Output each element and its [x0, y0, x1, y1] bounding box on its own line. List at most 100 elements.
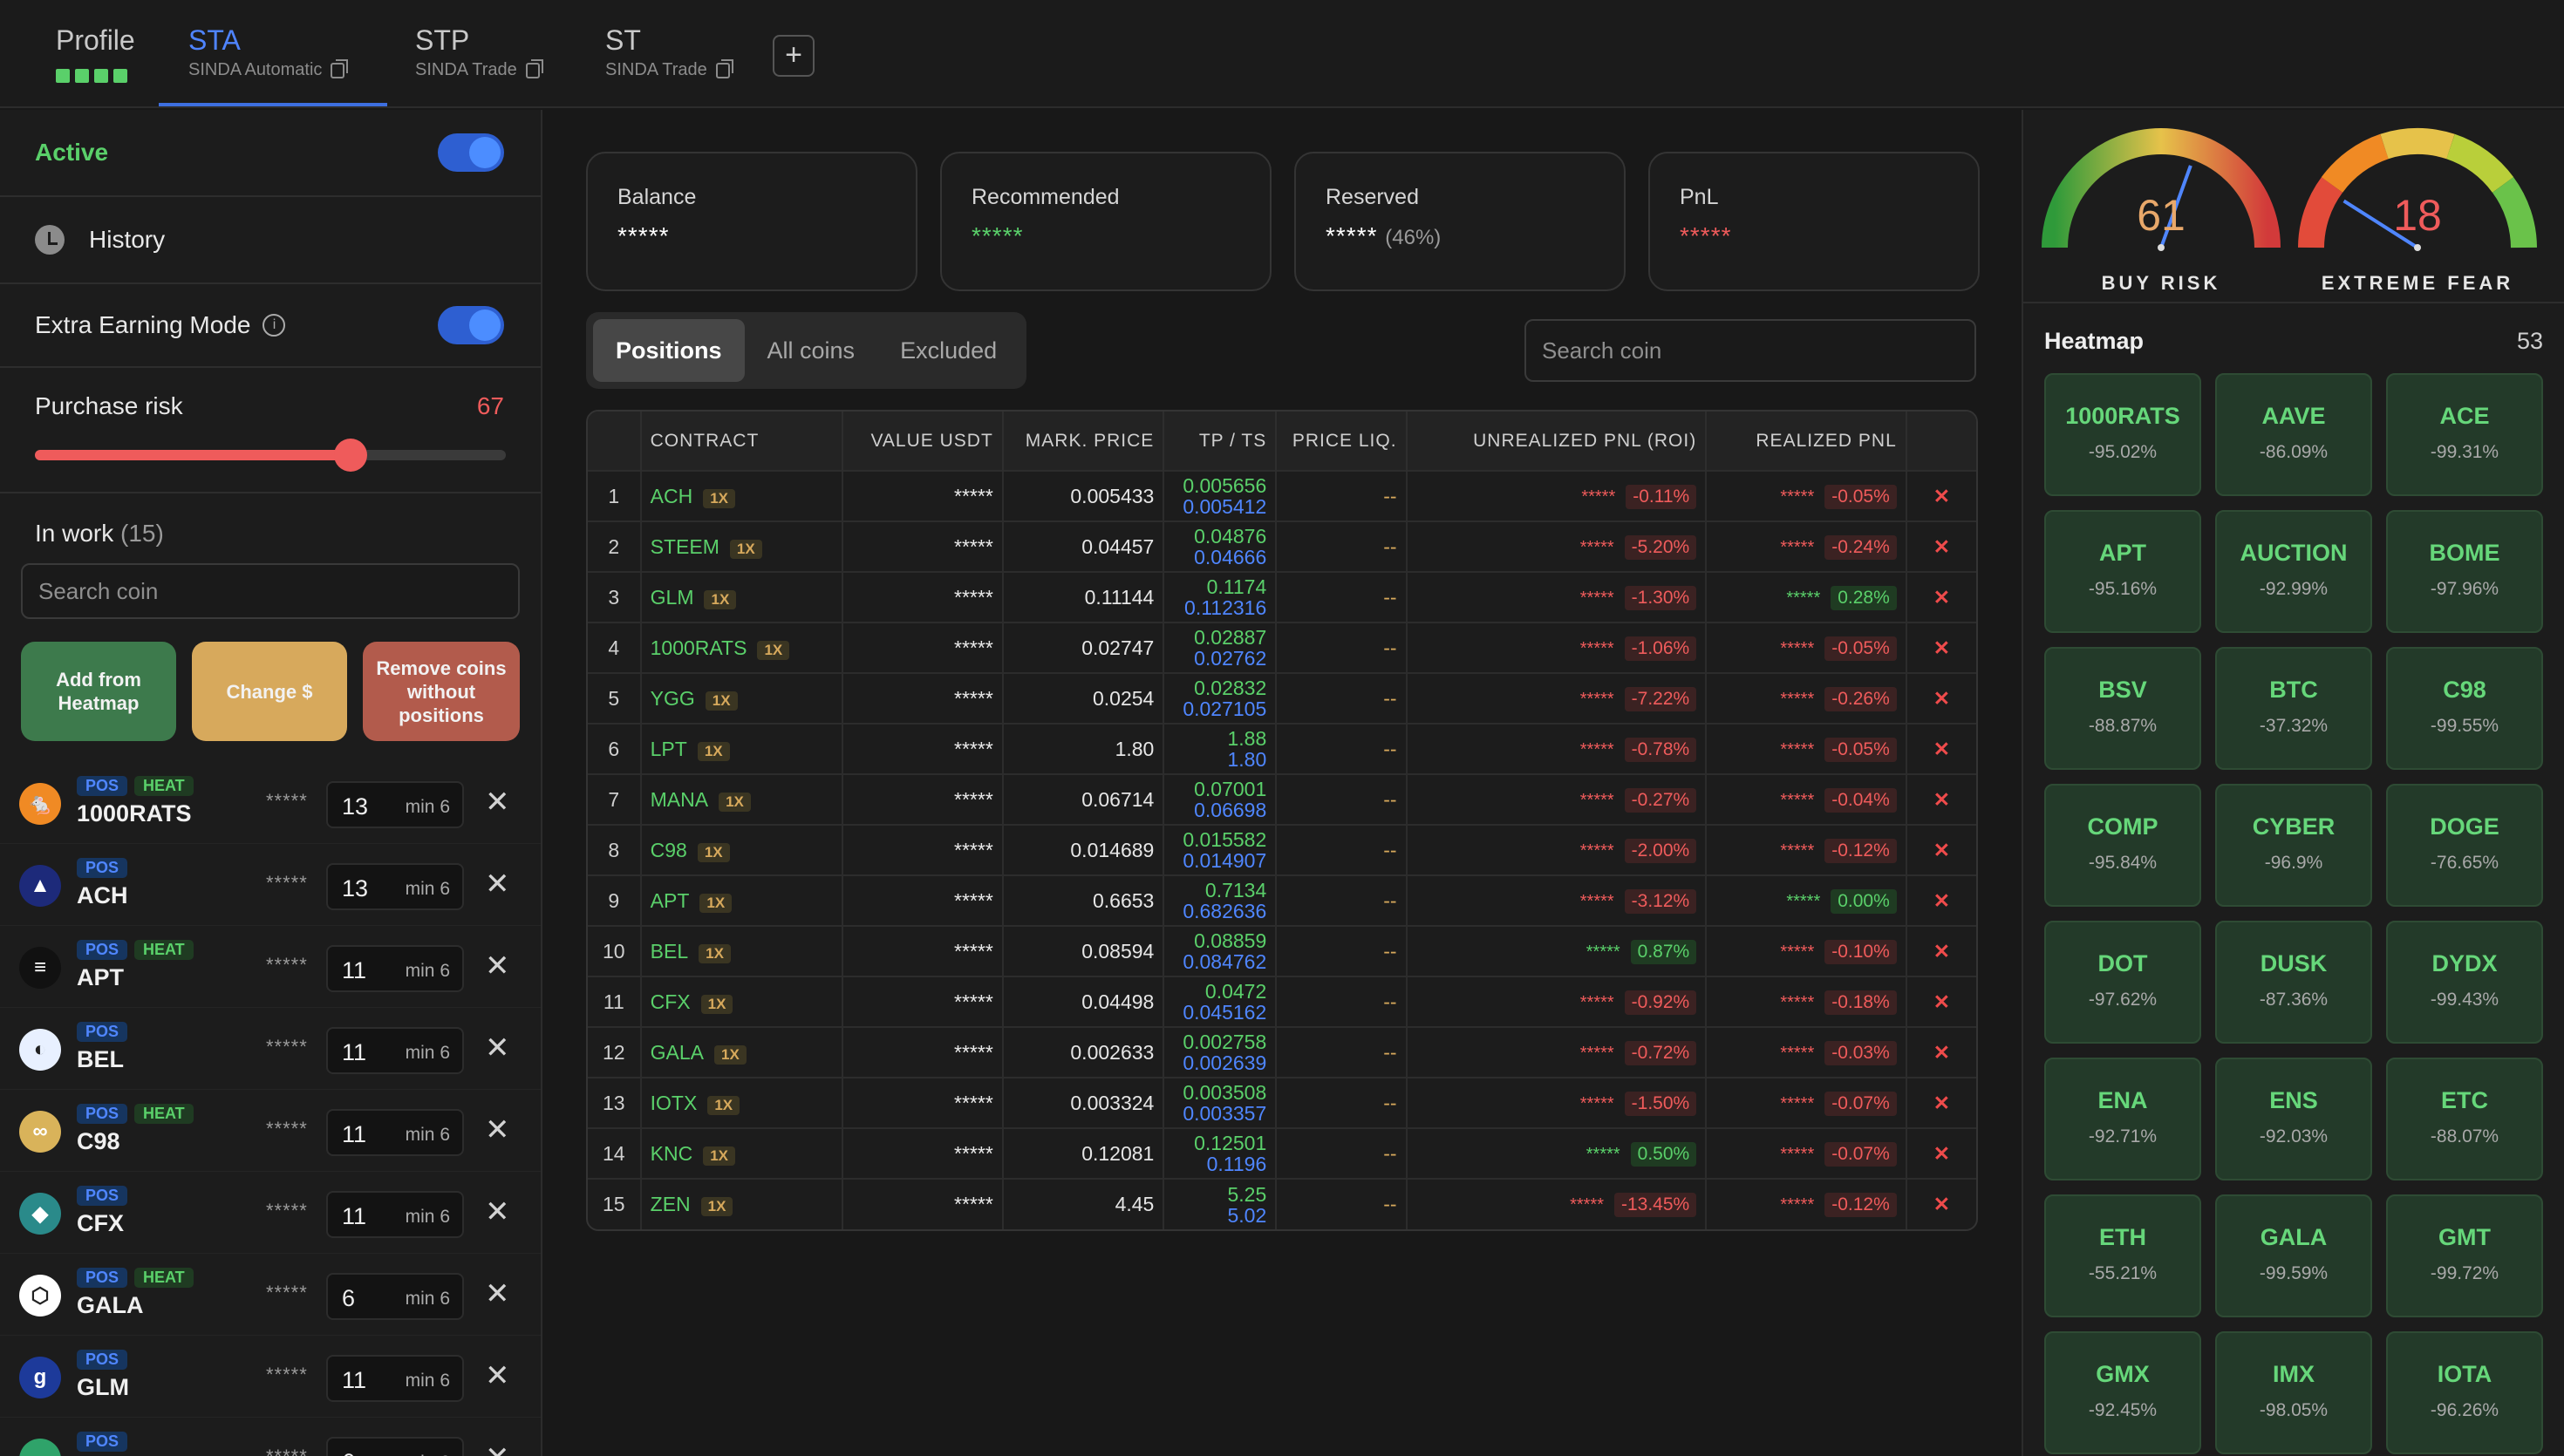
coin-row[interactable]: 🐁 POS HEAT 1000RATS ***** 13 min 6 ✕	[0, 762, 541, 844]
table-row[interactable]: 2 STEEM 1X ***** 0.04457 0.04876 0.04666 -- ****…	[588, 520, 1976, 572]
close-position-icon[interactable]: ✕	[1906, 874, 1976, 926]
coin-row[interactable]: g POS GLM ***** 11 min 6 ✕	[0, 1336, 541, 1418]
close-position-icon[interactable]: ✕	[1906, 470, 1976, 521]
add-tab-button[interactable]: +	[773, 35, 815, 77]
table-row[interactable]: 3 GLM 1X ***** 0.11144 0.1174 0.112316 -- ***** -…	[588, 571, 1976, 623]
close-position-icon[interactable]: ✕	[1906, 824, 1976, 875]
segment-tab[interactable]: Excluded	[900, 337, 998, 364]
copy-icon[interactable]	[715, 58, 733, 78]
table-row[interactable]: 7 MANA 1X ***** 0.06714 0.07001 0.06698 -- *****…	[588, 773, 1976, 825]
heatmap-cell[interactable]: DYDX -99.43%	[2386, 921, 2543, 1044]
close-position-icon[interactable]: ✕	[1906, 925, 1976, 976]
heatmap-cell[interactable]: DOGE -76.65%	[2386, 784, 2543, 907]
remove-coin-icon[interactable]: ✕	[485, 1113, 510, 1146]
heatmap-cell[interactable]: CYBER -96.9%	[2215, 784, 2372, 907]
remove-coin-icon[interactable]: ✕	[485, 1440, 510, 1456]
contract-name[interactable]: 1000RATS	[650, 636, 747, 659]
contract-name[interactable]: APT	[650, 888, 690, 912]
contract-name[interactable]: IOTX	[650, 1091, 698, 1114]
table-row[interactable]: 9 APT 1X ***** 0.6653 0.7134 0.682636 -- ***** -3…	[588, 874, 1976, 926]
contract-name[interactable]: GLM	[650, 585, 694, 609]
close-position-icon[interactable]: ✕	[1906, 1077, 1976, 1128]
heatmap-cell[interactable]: AAVE -86.09%	[2215, 373, 2372, 496]
close-position-icon[interactable]: ✕	[1906, 571, 1976, 623]
heatmap-cell[interactable]: ENA -92.71%	[2044, 1058, 2201, 1180]
purchase-risk-slider[interactable]	[35, 439, 506, 472]
coin-row[interactable]: ◆ POS CFX ***** 11 min 6 ✕	[0, 1172, 541, 1254]
coin-amount-input[interactable]: 11 min 6	[326, 945, 464, 992]
coin-amount-input[interactable]: 6 min 6	[326, 1437, 464, 1456]
contract-name[interactable]: STEEM	[650, 534, 719, 558]
contract-name[interactable]: LPT	[650, 737, 687, 760]
close-position-icon[interactable]: ✕	[1906, 1178, 1976, 1229]
coin-row[interactable]: ▲ POS ACH ***** 13 min 6 ✕	[0, 844, 541, 926]
left-search-input[interactable]: Search coin	[21, 563, 520, 619]
heatmap-cell[interactable]: ENS -92.03%	[2215, 1058, 2372, 1180]
coin-row[interactable]: ⬡ POS HEAT GALA ***** 6 min 6 ✕	[0, 1254, 541, 1336]
table-row[interactable]: 14 KNC 1X ***** 0.12081 0.12501 0.1196 -- ***** 0…	[588, 1127, 1976, 1179]
heatmap-cell[interactable]: IOTA -96.26%	[2386, 1331, 2543, 1454]
heatmap-cell[interactable]: BSV -88.87%	[2044, 647, 2201, 770]
close-position-icon[interactable]: ✕	[1906, 622, 1976, 673]
close-position-icon[interactable]: ✕	[1906, 672, 1976, 724]
close-position-icon[interactable]: ✕	[1906, 520, 1976, 572]
coin-row[interactable]: ≡ POS HEAT APT ***** 11 min 6 ✕	[0, 926, 541, 1008]
heatmap-cell[interactable]: BTC -37.32%	[2215, 647, 2372, 770]
remove-coin-icon[interactable]: ✕	[485, 867, 510, 901]
coin-amount-input[interactable]: 13 min 6	[326, 781, 464, 828]
heatmap-cell[interactable]: ACE -99.31%	[2386, 373, 2543, 496]
coin-amount-input[interactable]: 11 min 6	[326, 1027, 464, 1074]
heatmap-cell[interactable]: GALA -99.59%	[2215, 1194, 2372, 1317]
coin-amount-input[interactable]: 11 min 6	[326, 1109, 464, 1156]
close-position-icon[interactable]: ✕	[1906, 1026, 1976, 1078]
heatmap-cell[interactable]: ETH -55.21%	[2044, 1194, 2201, 1317]
remove-coin-icon[interactable]: ✕	[485, 786, 510, 819]
coin-row[interactable]: ∞ POS HEAT C98 ***** 11 min 6 ✕	[0, 1090, 541, 1172]
heatmap-cell[interactable]: BOME -97.96%	[2386, 510, 2543, 633]
remove-coin-icon[interactable]: ✕	[485, 1195, 510, 1228]
copy-icon[interactable]	[525, 58, 543, 78]
heatmap-cell[interactable]: GMX -92.45%	[2044, 1331, 2201, 1454]
contract-name[interactable]: MANA	[650, 787, 709, 811]
table-row[interactable]: 8 C98 1X ***** 0.014689 0.015582 0.014907 -- ***…	[588, 824, 1976, 875]
table-row[interactable]: 1 ACH 1X ***** 0.005433 0.005656 0.005412 -- ***…	[588, 470, 1976, 521]
segment-tab[interactable]: All coins	[767, 337, 856, 364]
coin-amount-input[interactable]: 11 min 6	[326, 1191, 464, 1238]
contract-name[interactable]: GALA	[650, 1040, 705, 1064]
remove-coin-icon[interactable]: ✕	[485, 949, 510, 983]
remove-coin-icon[interactable]: ✕	[485, 1031, 510, 1065]
contract-name[interactable]: ACH	[650, 484, 693, 507]
tab-sta[interactable]: STA SINDA Automatic	[188, 24, 349, 80]
active-toggle[interactable]	[438, 133, 504, 172]
table-row[interactable]: 12 GALA 1X ***** 0.002633 0.002758 0.002639 -- *…	[588, 1026, 1976, 1078]
table-row[interactable]: 4 1000RATS 1X ***** 0.02747 0.02887 0.02762 -- *…	[588, 622, 1976, 673]
segment-tab[interactable]: Positions	[593, 319, 745, 382]
heatmap-cell[interactable]: GMT -99.72%	[2386, 1194, 2543, 1317]
tab-st[interactable]: ST SINDA Trade	[605, 24, 733, 80]
tab-profile[interactable]: Profile	[56, 24, 135, 83]
table-row[interactable]: 6 LPT 1X ***** 1.80 1.88 1.80 -- ***** -0.78% ****…	[588, 723, 1976, 774]
info-icon[interactable]: i	[263, 314, 286, 337]
change-amount-button[interactable]: Change $	[192, 642, 347, 741]
remove-coins-button[interactable]: Remove coins without positions	[363, 642, 520, 741]
close-position-icon[interactable]: ✕	[1906, 1127, 1976, 1179]
heatmap-cell[interactable]: AUCTION -92.99%	[2215, 510, 2372, 633]
coin-amount-input[interactable]: 11 min 6	[326, 1355, 464, 1402]
remove-coin-icon[interactable]: ✕	[485, 1277, 510, 1310]
main-search-input[interactable]: Search coin	[1524, 319, 1976, 382]
contract-name[interactable]: KNC	[650, 1141, 693, 1165]
coin-amount-input[interactable]: 6 min 6	[326, 1273, 464, 1320]
heatmap-cell[interactable]: ETC -88.07%	[2386, 1058, 2543, 1180]
table-row[interactable]: 15 ZEN 1X ***** 4.45 5.25 5.02 -- ***** -13.45% **…	[588, 1178, 1976, 1229]
heatmap-cell[interactable]: C98 -99.55%	[2386, 647, 2543, 770]
contract-name[interactable]: CFX	[650, 990, 691, 1013]
remove-coin-icon[interactable]: ✕	[485, 1359, 510, 1392]
close-position-icon[interactable]: ✕	[1906, 773, 1976, 825]
heatmap-cell[interactable]: IMX -98.05%	[2215, 1331, 2372, 1454]
contract-name[interactable]: YGG	[650, 686, 695, 710]
coin-amount-input[interactable]: 13 min 6	[326, 863, 464, 910]
table-row[interactable]: 5 YGG 1X ***** 0.0254 0.02832 0.027105 -- ***** -…	[588, 672, 1976, 724]
slider-thumb[interactable]	[333, 439, 367, 472]
contract-name[interactable]: ZEN	[650, 1193, 691, 1215]
history-row[interactable]: History	[0, 197, 541, 284]
